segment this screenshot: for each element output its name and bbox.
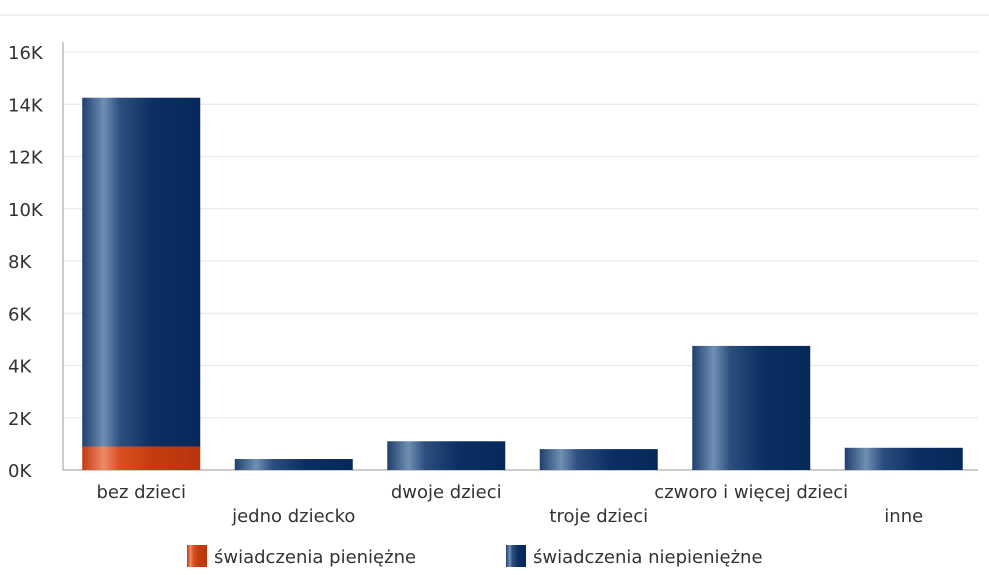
bars — [82, 97, 963, 470]
y-tick-label: 6K — [8, 304, 32, 325]
x-tick-label: jedno dziecko — [231, 506, 355, 527]
legend-swatch — [187, 545, 207, 567]
legend: świadczenia pieniężne świadczenia niepien… — [187, 545, 763, 568]
legend-label: świadczenia niepieniężne — [533, 547, 763, 568]
bar-niepieniezne — [234, 459, 353, 470]
y-tick-label: 2K — [8, 409, 32, 430]
legend-label: świadczenia pieniężne — [214, 547, 416, 568]
x-tick-label: bez dzieci — [96, 482, 186, 503]
bar-niepieniezne — [82, 97, 201, 447]
x-axis-ticks: bez dzieci jedno dziecko dwoje dzieci troje… — [96, 482, 923, 527]
bar-niepieniezne — [539, 449, 658, 470]
bar-niepieniezne — [387, 441, 506, 470]
y-tick-label: 14K — [8, 95, 44, 116]
bar-niepieniezne — [692, 345, 811, 470]
y-tick-label: 16K — [8, 43, 44, 64]
grid-lines — [63, 51, 978, 419]
x-tick-label: czworo i więcej dzieci — [654, 482, 848, 503]
x-tick-label: troje dzieci — [549, 506, 648, 527]
axes — [62, 42, 978, 471]
y-tick-label: 4K — [8, 357, 32, 378]
bar-niepieniezne — [844, 447, 963, 470]
x-tick-label: dwoje dzieci — [391, 482, 502, 503]
y-tick-label: 0K — [8, 461, 32, 482]
top-band — [0, 0, 989, 16]
bar-pieniezne — [82, 446, 201, 470]
y-tick-label: 12K — [8, 148, 44, 169]
x-tick-label: inne — [884, 506, 923, 527]
legend-swatch — [506, 545, 526, 567]
y-tick-label: 8K — [8, 252, 32, 273]
y-axis-ticks: 0K 2K 4K 6K 8K 10K 12K 14K 16K — [8, 43, 44, 482]
y-tick-label: 10K — [8, 200, 44, 221]
